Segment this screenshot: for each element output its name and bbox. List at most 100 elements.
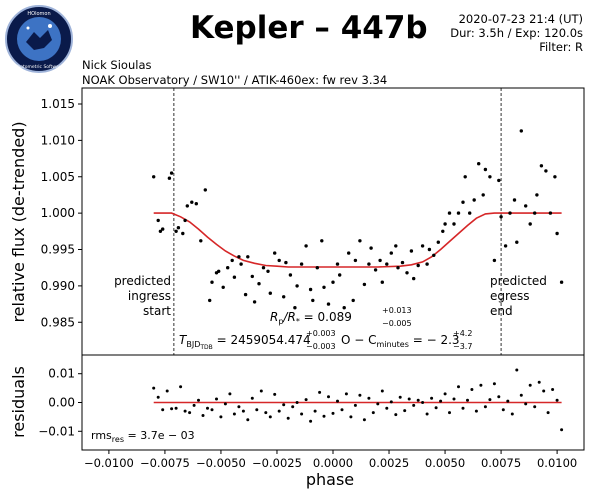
- light-curve-point: [282, 295, 286, 299]
- phase-xtick-label: 0.0000: [313, 456, 353, 470]
- light-curve-point: [508, 211, 512, 215]
- residual-point: [457, 385, 460, 389]
- residual-point: [291, 405, 295, 409]
- residual-point: [277, 409, 281, 413]
- light-curve-point: [539, 164, 544, 168]
- residual-point: [519, 393, 523, 397]
- egress-label: predicted egress end: [490, 274, 547, 318]
- light-curve-point: [190, 200, 194, 204]
- light-curve-point: [441, 229, 445, 233]
- light-curve-point: [409, 249, 414, 253]
- light-curve-point: [284, 260, 288, 265]
- light-curve-panel: 0.985 0.990 0.995 1.000 1.005 1.010 1.015 rela…: [9, 87, 585, 356]
- residual-point: [421, 401, 425, 404]
- observation-date: 2020-07-23 21:4 (UT): [458, 12, 583, 26]
- residual-point: [201, 414, 205, 417]
- light-curve-point: [535, 193, 539, 197]
- light-curve-point: [405, 271, 409, 275]
- phase-xtick-label: −0.0075: [140, 456, 190, 470]
- rp-symbol: R: [270, 310, 278, 324]
- residual-point: [371, 411, 375, 415]
- t-lower-error: −0.003: [306, 342, 336, 351]
- residual-point: [183, 409, 187, 413]
- light-curve-point: [477, 162, 481, 166]
- residual-point: [192, 403, 196, 407]
- light-curve-point: [237, 255, 241, 259]
- residual-point: [398, 395, 402, 399]
- residual-point: [425, 412, 429, 416]
- light-curve-point: [555, 231, 559, 236]
- residual-point: [241, 409, 245, 413]
- light-curve-point: [210, 280, 214, 284]
- residual-point: [542, 389, 546, 393]
- light-curve-point: [261, 266, 266, 270]
- light-curve-point: [461, 200, 465, 204]
- light-curve-point: [246, 255, 250, 259]
- egress-label-line-3: end: [490, 304, 513, 318]
- residual-point: [268, 415, 272, 419]
- residual-point: [407, 397, 411, 401]
- o-c-subscript: minutes: [377, 340, 409, 349]
- residual-point: [250, 396, 254, 400]
- residual-point: [197, 398, 200, 402]
- ingress-label-line-3: start: [143, 304, 171, 318]
- light-curve-point: [299, 262, 304, 266]
- light-curve-ytick-label: 1.005: [41, 170, 75, 184]
- light-curve-point: [295, 284, 299, 288]
- residual-point: [304, 398, 308, 402]
- light-curve-point: [156, 218, 160, 223]
- light-curve-point: [268, 291, 272, 295]
- transit-model-line: [153, 212, 562, 268]
- residual-point: [327, 395, 330, 399]
- light-curve-point: [320, 239, 324, 243]
- residual-point: [466, 398, 469, 402]
- light-curve-point: [412, 276, 416, 281]
- residual-point: [528, 383, 532, 387]
- observation-filter: Filter: R: [539, 40, 583, 54]
- light-curve-point: [304, 244, 308, 248]
- residual-point: [551, 388, 555, 391]
- residuals-panel: −0.01 0.00 0.01 −0.0100 −0.0075 −0.0050 −0.00…: [9, 354, 585, 489]
- light-curve-point: [524, 204, 528, 208]
- light-curve-point: [335, 262, 340, 266]
- light-curve-ytick-label: 1.010: [41, 133, 75, 147]
- residual-point: [313, 409, 317, 413]
- residual-point: [353, 403, 357, 407]
- observation-meta: 2020-07-23 21:4 (UT) Dur: 3.5h / Exp: 12…: [450, 12, 583, 54]
- rstar-subscript: *: [296, 317, 300, 326]
- o-c-lower-error: −3.7: [453, 342, 472, 351]
- light-curve-point: [416, 263, 420, 268]
- phase-xtick-label: 0.0050: [425, 456, 465, 470]
- light-curve-point: [152, 175, 156, 179]
- light-curve-point: [226, 266, 230, 270]
- residual-point: [206, 406, 209, 410]
- rms-annotation: rmsres = 3.7e − 03: [91, 429, 195, 444]
- phase-xtick-label: −0.0025: [252, 456, 302, 470]
- o-c-upper-error: +4.2: [453, 329, 472, 338]
- rp-upper-error: +0.013: [382, 306, 412, 315]
- light-curve-point: [400, 260, 405, 265]
- light-curve-point: [288, 273, 293, 277]
- mid-transit-annotation: TBJDTDB = 2459054.474: [179, 333, 311, 351]
- residual-point: [286, 416, 290, 420]
- phase-xtick-label: −0.0050: [196, 456, 246, 470]
- phase-xtick-label: 0.0075: [481, 456, 521, 470]
- residual-point: [501, 408, 505, 412]
- rms-symbol: rms: [91, 429, 112, 442]
- residual-point: [524, 402, 528, 406]
- residual-point: [188, 411, 192, 415]
- light-curve-point: [351, 298, 355, 303]
- residual-point: [506, 399, 510, 403]
- light-curve-ytick-label: 0.990: [41, 279, 75, 293]
- residual-point: [470, 388, 474, 391]
- light-curve-point: [394, 244, 398, 248]
- light-curve-point: [432, 253, 436, 257]
- light-curve-point: [519, 129, 523, 133]
- residual-point: [156, 395, 160, 399]
- residuals-ytick-label: 0.01: [48, 367, 75, 381]
- light-curve-ytick-label: 1.000: [41, 206, 75, 220]
- o-c-annotation: O − Cminutes = − 2.3: [341, 333, 460, 349]
- residual-point: [515, 368, 519, 372]
- light-curve-point: [447, 211, 452, 215]
- light-curve-point: [250, 274, 254, 279]
